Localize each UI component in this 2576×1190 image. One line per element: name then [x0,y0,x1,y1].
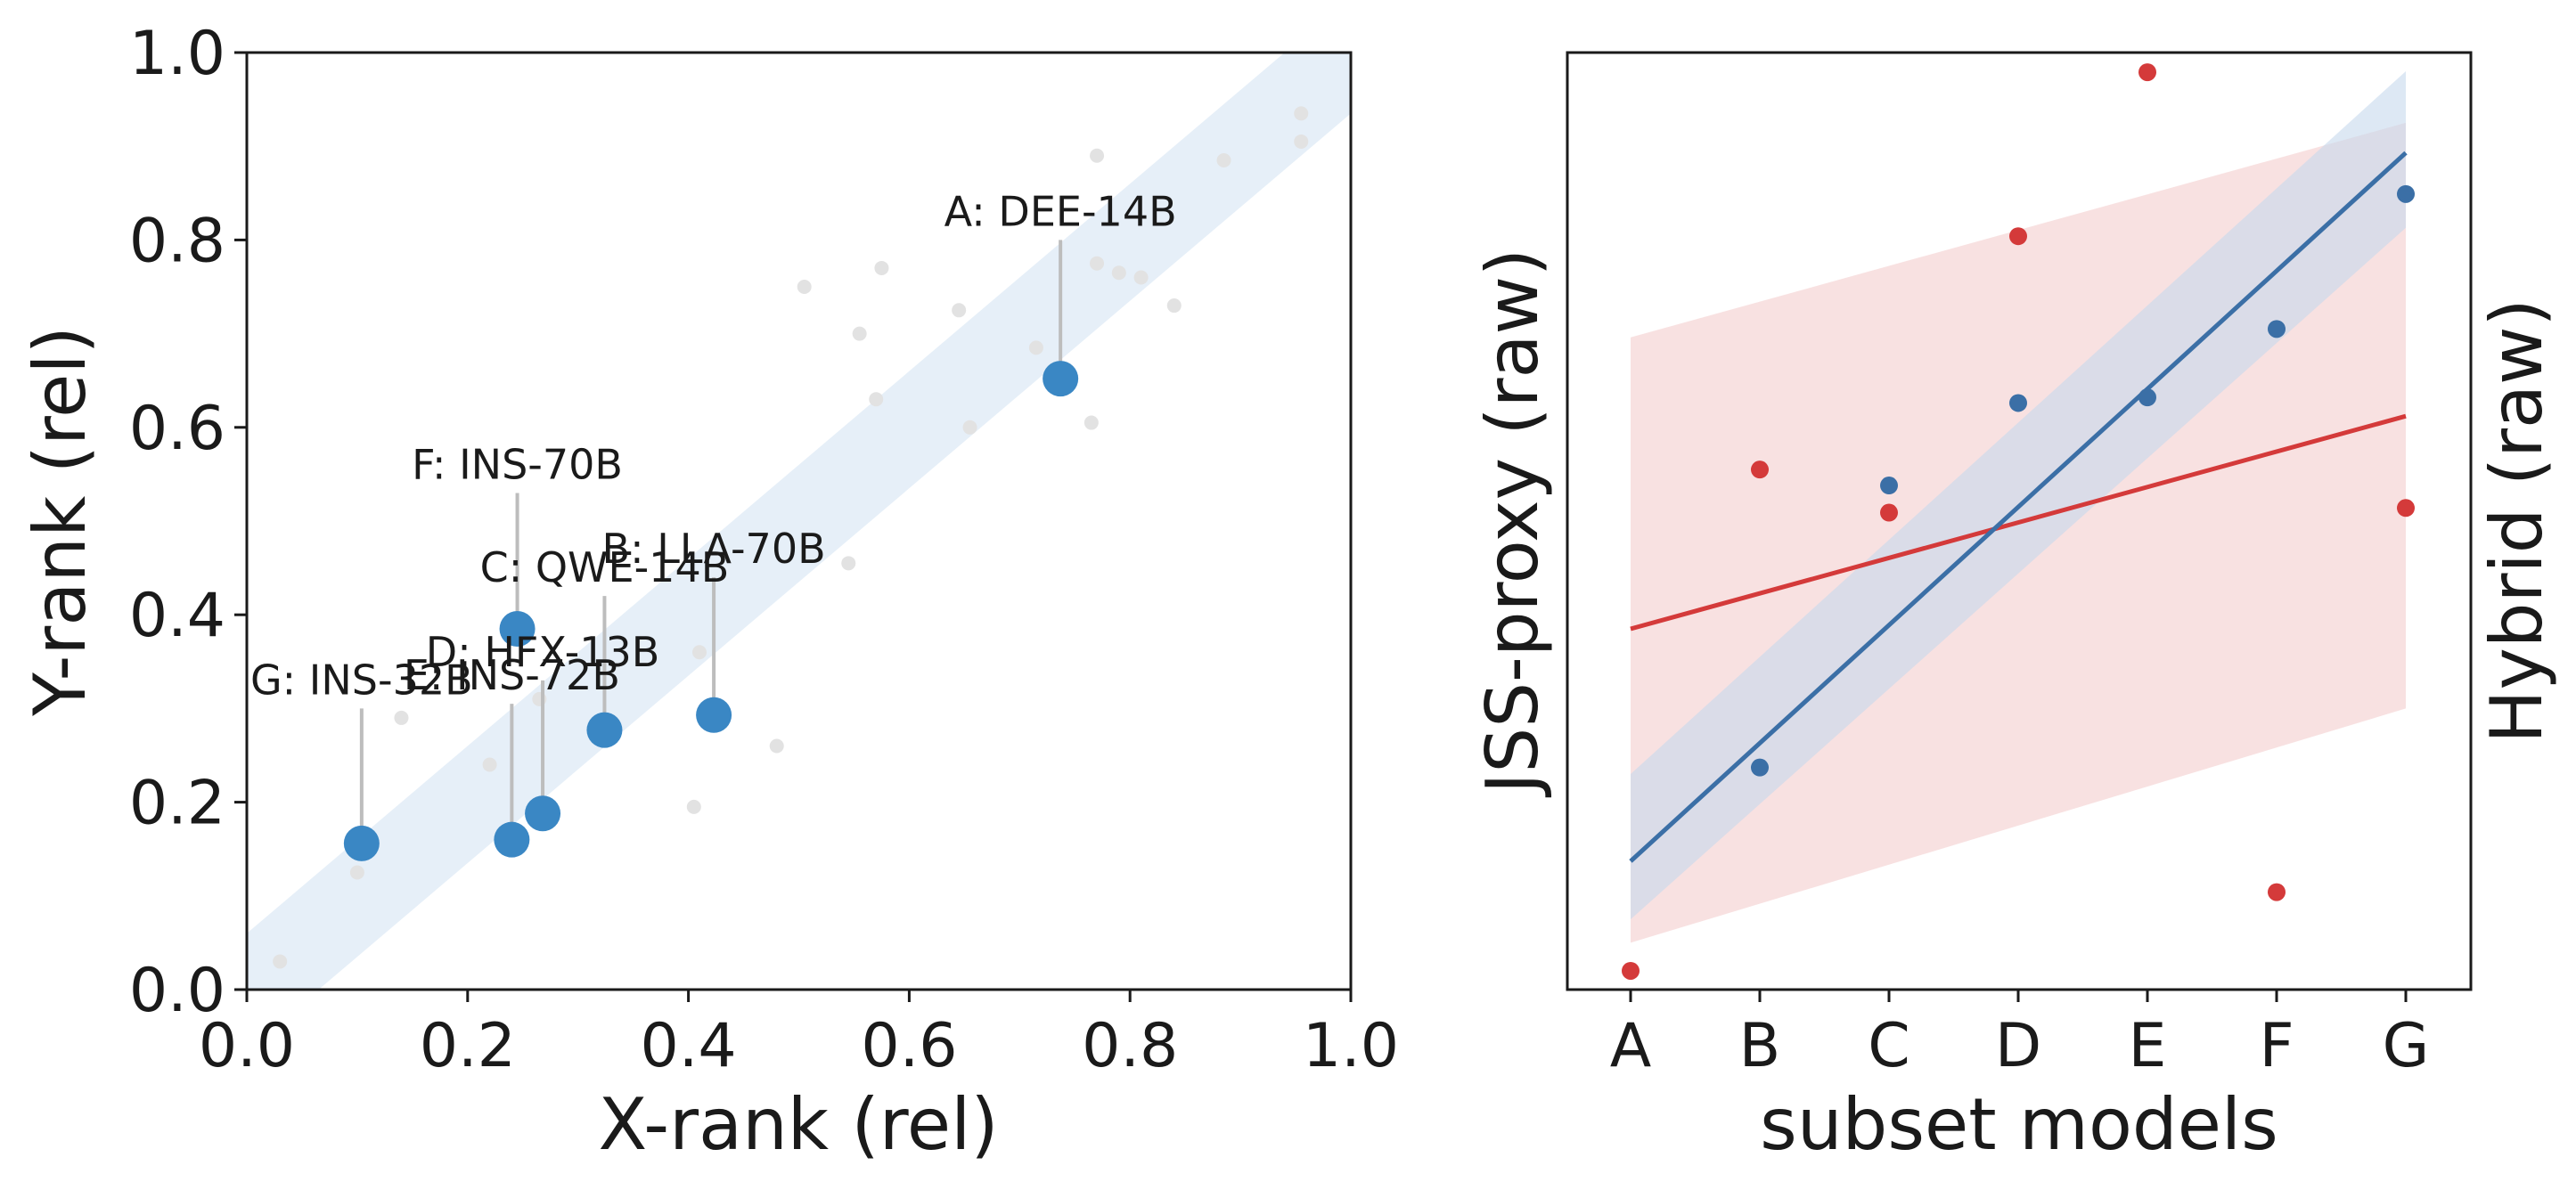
y-tick-label: 0.4 [129,581,225,651]
model-point [586,712,623,748]
model-point [525,795,561,832]
background-point [797,280,812,294]
jss-proxy-point [1751,758,1769,777]
category-tick-label: G [2383,1011,2430,1081]
right-panel: A B C D E F G subset models JSS-proxy (raw) Hy… [1471,51,2558,1166]
background-point [1028,340,1043,355]
point-annotation: D: HFX-13B [426,628,660,676]
hybrid-point [2268,883,2286,901]
background-point [962,420,977,435]
model-point [343,825,380,861]
jss-proxy-point [1880,477,1898,495]
category-tick-label: F [2259,1011,2294,1081]
background-point [1084,415,1099,430]
hybrid-point [1880,503,1898,522]
category-tick-label: E [2129,1011,2167,1081]
background-point [769,738,784,754]
jss-proxy-fit-line [1629,151,2408,863]
background-point [1133,270,1149,285]
jss-proxy-confidence-band [1631,71,2406,920]
x-tick-label: 0.6 [861,1011,957,1081]
jss-proxy-point [2397,184,2415,203]
model-point [696,697,732,733]
hybrid-point [1751,461,1769,479]
x-tick-label: 0.2 [420,1011,516,1081]
background-point [869,392,884,407]
background-point [841,556,856,571]
x-tick-label: 0.0 [199,1011,295,1081]
y-tick-label: 0.0 [129,956,225,1026]
background-point [1216,152,1231,167]
jss-proxy-point [2268,320,2286,338]
category-tick-label: B [1739,1011,1781,1081]
model-point [1043,361,1079,397]
point-annotation: B: LLA-70B [602,525,826,573]
background-point [691,645,707,660]
background-point [1090,256,1105,271]
y-tick-label: 0.2 [129,769,225,839]
right-y-axis-label-left: JSS-proxy (raw) [1471,249,1554,798]
background-point [952,303,967,318]
point-annotation: A: DEE-14B [945,187,1177,235]
background-point [852,326,867,341]
hybrid-point [2009,227,2027,246]
background-point [1294,106,1309,121]
y-tick-label: 0.8 [129,206,225,276]
background-point [482,757,497,772]
point-annotation: G: INS-32B [250,656,473,704]
background-point [273,954,288,969]
right-y-axis-label-right: Hybrid (raw) [2475,298,2558,743]
y-tick-label: 1.0 [129,19,225,89]
model-point [499,610,536,647]
hybrid-point [2138,63,2156,82]
right-x-axis-label: subset models [1760,1083,2278,1166]
left-y-axis-label: Y-rank (rel) [19,326,102,717]
hybrid-fit-line [1630,413,2407,632]
jss-proxy-point [2138,388,2156,407]
background-point [1111,265,1126,281]
category-tick-label: C [1868,1011,1910,1081]
category-tick-label: D [1995,1011,2041,1081]
right-ticks: A B C D E F G [1610,990,2430,1081]
hybrid-point [2397,499,2415,518]
left-plot-area [247,53,1351,990]
point-annotation: E: INS-72B [404,651,620,699]
category-tick-label: A [1610,1011,1652,1081]
background-point [1294,134,1309,149]
background-point [1090,148,1105,163]
x-tick-label: 0.8 [1082,1011,1178,1081]
y-tick-label: 0.6 [129,394,225,464]
background-point [686,799,701,814]
left-axes-frame [245,51,1353,991]
point-annotation: F: INS-70B [412,440,623,488]
background-point [394,710,409,725]
x-tick-label: 1.0 [1303,1011,1399,1081]
model-point [494,821,530,858]
right-plot-area [1622,63,2415,980]
x-tick-label: 0.4 [641,1011,737,1081]
background-point [349,865,364,880]
hybrid-point [1622,961,1640,980]
diagonal-band [247,53,1351,990]
left-x-axis-label: X-rank (rel) [598,1083,998,1166]
jss-proxy-point [2009,394,2027,412]
point-annotation: C: QWE-14B [480,543,730,591]
background-point [874,260,889,275]
background-point [1166,298,1182,314]
